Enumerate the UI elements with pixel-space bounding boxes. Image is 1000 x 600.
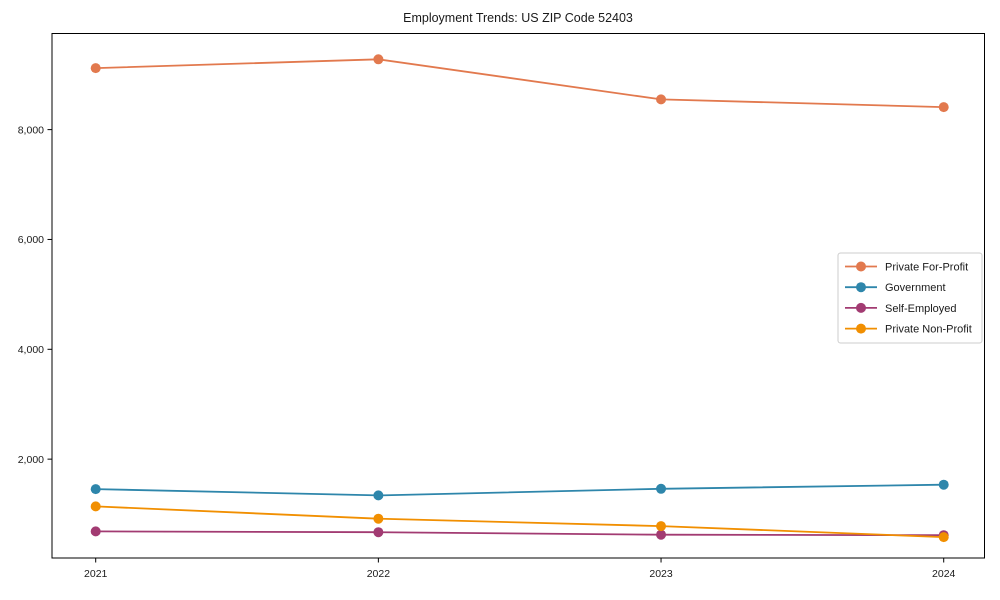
chart-title: Employment Trends: US ZIP Code 52403 [403,11,633,25]
data-point-marker [90,63,101,74]
legend-item-label: Private For-Profit [885,261,968,273]
y-axis-tick-label: 8,000 [18,124,44,136]
legend-item-label: Government [885,282,946,294]
y-axis-tick-label: 6,000 [18,234,44,246]
data-point-marker [373,54,384,65]
legend-item-label: Self-Employed [885,303,957,315]
legend-item-label: Private Non-Profit [885,323,972,335]
data-point-marker [90,501,101,512]
data-point-marker [656,529,667,540]
plot-area: 2,000 4,000 6,000 8,000 2021 2022 2023 2024 [18,33,985,580]
legend-marker-dot [856,282,866,293]
plot-frame [51,33,985,559]
data-point-marker [938,532,949,543]
legend-marker-dot [856,323,866,334]
x-axis-tick-label: 2023 [649,568,673,580]
data-point-marker [373,513,384,524]
x-axis-tick-label: 2024 [932,568,956,580]
data-point-marker [938,102,949,113]
data-point-marker [90,526,101,537]
y-axis-tick-label: 4,000 [18,344,44,356]
y-axis-tick-label: 2,000 [18,454,44,466]
data-point-marker [938,479,949,490]
legend-box [837,252,983,344]
data-point-marker [373,490,384,501]
legend-marker-dot [856,302,866,313]
series-line [95,58,944,108]
legend-marker-dot [856,261,866,272]
data-point-marker [656,521,667,532]
x-axis-tick-label: 2022 [367,568,391,580]
series-line [95,530,944,537]
data-point-marker [373,527,384,538]
series-line [95,505,944,538]
data-point-marker [656,94,667,105]
series-line [95,483,944,497]
chart-legend: Private For-Profit Government Self-Employe… [837,252,983,344]
data-point-marker [90,484,101,495]
x-axis-tick-label: 2021 [84,568,108,580]
data-point-marker [656,483,667,494]
